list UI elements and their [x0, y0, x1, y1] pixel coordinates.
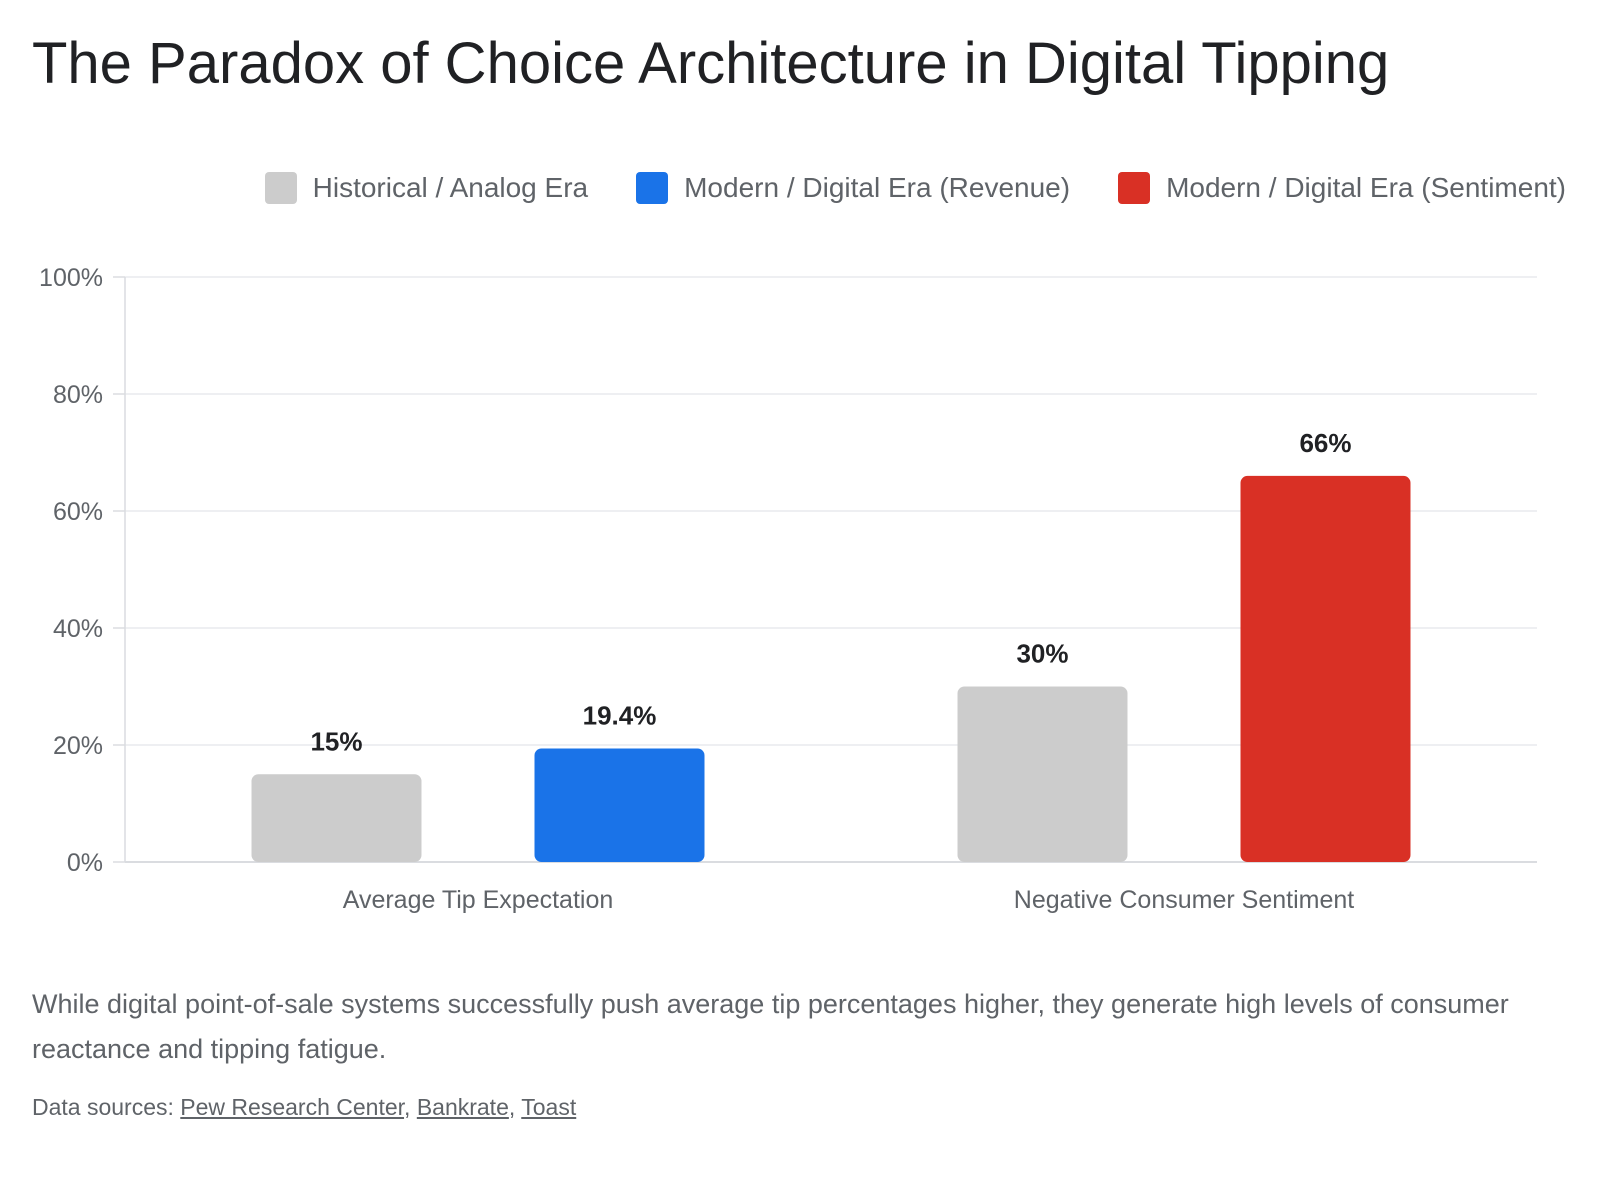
legend-item-sentiment[interactable]: Modern / Digital Era (Sentiment): [1118, 172, 1566, 204]
y-tick-label: 0%: [67, 849, 103, 877]
legend-label-historical: Historical / Analog Era: [312, 172, 589, 203]
data-sources: Data sources: Pew Research Center, Bankr…: [32, 1094, 576, 1121]
x-category-label: Average Tip Expectation: [343, 886, 614, 914]
sources-separator: ,: [404, 1094, 417, 1120]
chart-title: The Paradox of Choice Architecture in Di…: [32, 31, 1390, 96]
y-tick-label: 40%: [53, 615, 103, 643]
y-tick-label: 20%: [53, 732, 103, 760]
source-link-pew[interactable]: Pew Research Center: [180, 1094, 405, 1120]
bar-value-label: 66%: [1299, 428, 1351, 458]
y-tick-label: 60%: [53, 498, 103, 526]
y-tick-label: 100%: [39, 264, 103, 292]
bar-value-label: 19.4%: [583, 701, 657, 731]
chart-legend: Historical / Analog Era Modern / Digital…: [264, 172, 1566, 204]
legend-swatch-historical: [264, 172, 297, 204]
y-tick-label: 80%: [53, 381, 103, 409]
bar-value-label: 15%: [310, 726, 362, 756]
sources-separator: ,: [508, 1094, 522, 1120]
legend-item-historical[interactable]: Historical / Analog Era: [264, 172, 589, 204]
bar: [534, 748, 705, 862]
bar-value-label: 30%: [1016, 639, 1068, 669]
bar: [957, 686, 1128, 862]
source-link-toast[interactable]: Toast: [521, 1094, 577, 1120]
legend-swatch-revenue: [636, 172, 669, 204]
chart-caption: While digital point-of-sale systems succ…: [32, 989, 1509, 1064]
source-link-bankrate[interactable]: Bankrate: [416, 1094, 509, 1120]
legend-item-revenue[interactable]: Modern / Digital Era (Revenue): [636, 172, 1070, 204]
sources-prefix: Data sources:: [32, 1094, 181, 1120]
bar: [1240, 475, 1411, 862]
legend-swatch-sentiment: [1118, 172, 1151, 204]
bar-chart: 0% 20% 40% 60% 80% 100% 15% 19.4% Average Tip Ex…: [39, 264, 1537, 914]
bar: [251, 774, 422, 862]
legend-label-revenue: Modern / Digital Era (Revenue): [684, 172, 1071, 203]
legend-label-sentiment: Modern / Digital Era (Sentiment): [1166, 172, 1566, 203]
x-category-label: Negative Consumer Sentiment: [1014, 886, 1354, 914]
